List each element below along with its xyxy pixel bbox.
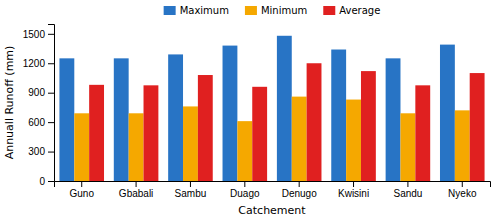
bar-series <box>89 63 484 181</box>
bar <box>114 58 129 181</box>
y-tick: 1500 <box>23 29 54 40</box>
bar <box>331 50 346 181</box>
bar <box>129 113 144 181</box>
bar-series <box>59 36 454 181</box>
bar <box>74 113 89 181</box>
bar <box>168 54 183 181</box>
x-tick-mark <box>244 181 245 187</box>
x-tick-label: Gbabali <box>119 188 153 199</box>
y-tick: 300 <box>28 146 54 157</box>
x-axis: Guno Gbabali Sambu Duago Denugo Kwisini Sandu N… <box>55 181 491 199</box>
x-tick: Nyeko <box>448 181 477 199</box>
x-tick-mark <box>81 181 82 187</box>
y-tick: 1200 <box>23 58 54 69</box>
y-axis: 0 300 600 900 1200 1500 <box>23 25 55 187</box>
x-tick-mark <box>462 181 463 187</box>
x-tick: Sambu <box>175 181 207 199</box>
y-axis-line <box>48 25 55 182</box>
legend-label: Average <box>339 5 380 16</box>
legend-swatch <box>323 6 335 15</box>
legend-swatch <box>245 6 257 15</box>
bar <box>307 63 322 181</box>
bar <box>470 73 485 181</box>
x-tick-label: Guno <box>69 188 94 199</box>
x-tick: Sandu <box>393 181 422 199</box>
y-tick-label: 1200 <box>23 58 46 69</box>
x-axis-title: Catchement <box>238 204 306 217</box>
bar <box>237 121 252 181</box>
bar <box>223 46 238 181</box>
chart: Guno Gbabali Sambu Duago Denugo Kwisini Sandu N… <box>0 0 500 219</box>
y-tick-mark <box>48 181 54 182</box>
x-tick-label: Sambu <box>175 188 207 199</box>
bar <box>59 58 74 181</box>
legend-swatch <box>164 6 176 15</box>
bar <box>361 71 376 181</box>
x-tick-mark <box>136 181 137 187</box>
x-tick-mark <box>190 181 191 187</box>
x-tick-label: Nyeko <box>448 188 477 199</box>
legend-label: Minimum <box>261 5 307 16</box>
bar <box>415 85 430 181</box>
bar <box>252 87 267 181</box>
x-tick-label: Sandu <box>393 188 422 199</box>
bar <box>198 75 213 181</box>
y-axis-title: Annuall Runoff (mm) <box>3 46 16 160</box>
bar <box>386 58 401 181</box>
y-tick-mark <box>48 93 54 94</box>
bar <box>455 110 470 181</box>
bar <box>440 45 455 181</box>
x-tick-mark <box>407 181 408 187</box>
legend-item: Average <box>323 5 380 16</box>
legend-item: Minimum <box>245 5 307 16</box>
y-tick-label: 600 <box>28 117 45 128</box>
y-tick: 900 <box>28 87 54 98</box>
bar <box>144 85 159 181</box>
bar <box>277 36 292 181</box>
bar <box>183 106 198 181</box>
legend: Maximum Minimum Average <box>164 5 381 16</box>
x-tick-mark <box>353 181 354 187</box>
x-tick: Duago <box>230 181 260 199</box>
x-tick: Denugo <box>282 181 317 199</box>
y-tick-label: 900 <box>28 87 45 98</box>
y-tick-label: 0 <box>39 176 45 187</box>
bar-series <box>74 97 469 181</box>
legend-label: Maximum <box>180 5 229 16</box>
bars <box>59 36 484 181</box>
x-tick: Gbabali <box>119 181 153 199</box>
x-tick-mark <box>299 181 300 187</box>
legend-item: Maximum <box>164 5 229 16</box>
bar <box>400 113 415 181</box>
y-tick-mark <box>48 122 54 123</box>
x-tick-label: Duago <box>230 188 260 199</box>
bar <box>89 85 104 181</box>
x-tick: Guno <box>69 181 94 199</box>
x-axis-line <box>55 182 491 188</box>
y-tick: 0 <box>39 176 54 187</box>
x-tick: Kwisini <box>338 181 369 199</box>
plot: Guno Gbabali Sambu Duago Denugo Kwisini Sandu N… <box>23 25 491 200</box>
y-tick-mark <box>48 34 54 35</box>
bar <box>346 100 361 181</box>
x-tick-label: Kwisini <box>338 188 369 199</box>
y-tick-mark <box>48 63 54 64</box>
y-tick: 600 <box>28 117 54 128</box>
y-tick-label: 300 <box>28 146 45 157</box>
bar <box>292 97 307 181</box>
x-tick-label: Denugo <box>282 188 317 199</box>
y-tick-label: 1500 <box>23 29 46 40</box>
y-tick-mark <box>48 152 54 153</box>
